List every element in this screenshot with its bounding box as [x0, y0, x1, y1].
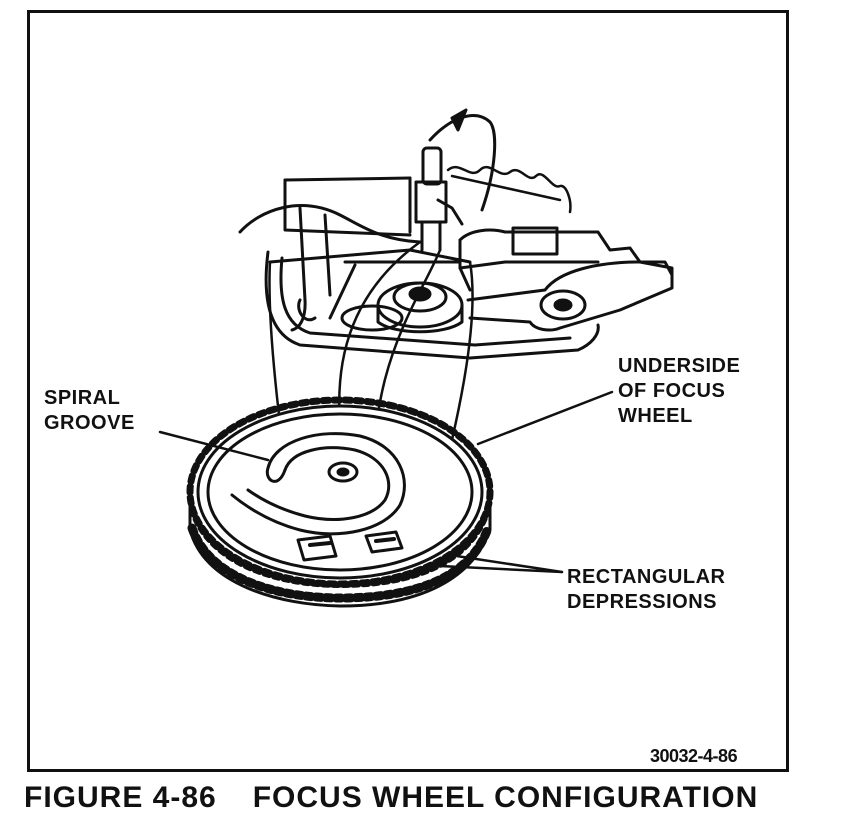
rectangular-depressions-label: RECTANGULAR DEPRESSIONS	[567, 565, 725, 615]
caption-title: FOCUS WHEEL CONFIGURATION	[252, 781, 759, 814]
underside-label-line: UNDERSIDE	[618, 355, 741, 377]
figure-frame	[27, 10, 789, 772]
figure-caption: FIGURE 4-86 FOCUS WHEEL CONFIGURATION	[24, 781, 794, 815]
rectangular-depressions	[296, 530, 404, 562]
underside-label: UNDERSIDE OF FOCUS WHEEL	[618, 354, 740, 429]
focus-wheel	[186, 396, 494, 608]
lever-arm	[466, 260, 674, 332]
spiral-groove-label-line: SPIRAL	[44, 387, 121, 409]
spring	[446, 165, 572, 214]
underside-label-line: OF FOCUS	[618, 380, 726, 402]
figure-number: 30032-4-86	[650, 746, 738, 766]
leader-lines	[158, 390, 614, 574]
spiral-groove-label-line: GROOVE	[44, 412, 135, 434]
mechanism-bracket	[238, 176, 674, 360]
shaft-assembly	[414, 108, 497, 252]
caption-figure: FIGURE 4-86	[24, 781, 217, 814]
rectangular-label-line: RECTANGULAR	[567, 566, 726, 588]
spiral-groove	[230, 432, 406, 536]
hub	[340, 281, 464, 334]
rectangular-label-line: DEPRESSIONS	[567, 591, 717, 613]
spiral-groove-label: SPIRAL GROOVE	[44, 386, 135, 436]
underside-label-line: WHEEL	[618, 405, 693, 427]
